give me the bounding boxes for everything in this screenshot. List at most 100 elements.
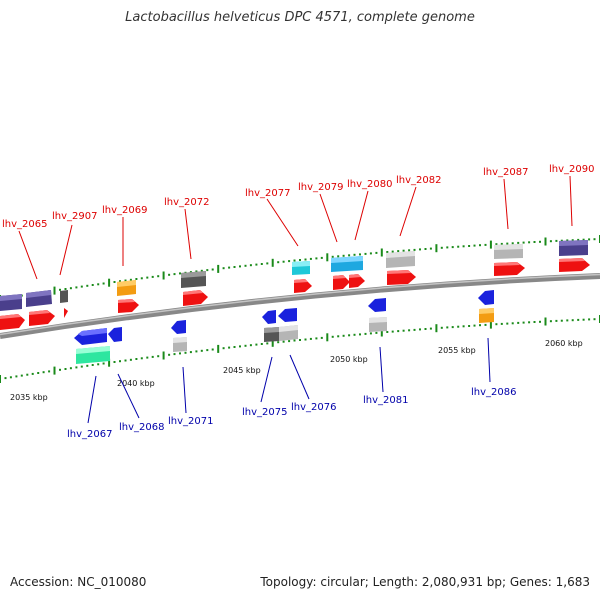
- lower-tick: [119, 360, 121, 363]
- upper-tick: [304, 258, 307, 261]
- gene-glyph[interactable]: [386, 251, 415, 268]
- gene-glyph[interactable]: [74, 328, 107, 345]
- upper-tick: [146, 276, 149, 279]
- lower-tick: [260, 343, 263, 345]
- upper-tick: [91, 284, 94, 286]
- gene-glyph[interactable]: [118, 299, 139, 313]
- gene-label-lhv_2065[interactable]: lhv_2065: [2, 219, 47, 230]
- upper-tick: [299, 259, 301, 261]
- lower-tick: [113, 361, 116, 363]
- gene-glyph[interactable]: [264, 327, 279, 342]
- lower-tick: [200, 349, 203, 352]
- gene-glyph[interactable]: [117, 280, 136, 296]
- gene-label-lhv_2068[interactable]: lhv_2068: [119, 422, 164, 433]
- gene-label-lhv_2077[interactable]: lhv_2077: [245, 188, 290, 199]
- upper-tick: [206, 269, 209, 272]
- lower-tick: [26, 373, 29, 376]
- lower-tick: [151, 355, 154, 358]
- scale-label-2035: 2035 kbp: [10, 393, 48, 402]
- lower-tick: [457, 325, 460, 328]
- lower-tick: [69, 367, 72, 370]
- lower-tick: [42, 371, 45, 374]
- gene-glyph[interactable]: [76, 346, 110, 364]
- lower-tick: [353, 333, 356, 336]
- upper-tick: [571, 239, 574, 242]
- lower-tick: [222, 347, 225, 350]
- gene-glyph[interactable]: [559, 258, 590, 272]
- upper-tick: [500, 242, 503, 245]
- gene-glyph[interactable]: [181, 271, 206, 288]
- upper-tick: [315, 257, 318, 260]
- gene-glyph[interactable]: [294, 279, 312, 293]
- gene-glyph[interactable]: [278, 308, 297, 322]
- gene-label-lhv_2907[interactable]: lhv_2907: [52, 211, 97, 222]
- gene-glyph[interactable]: [559, 240, 588, 256]
- gene-label-lhv_2072[interactable]: lhv_2072: [164, 197, 209, 208]
- gene-glyph[interactable]: [349, 274, 365, 288]
- leader-lhv_2072: [184, 208, 192, 260]
- gene-label-lhv_2067[interactable]: lhv_2067: [67, 429, 112, 440]
- gene-glyph[interactable]: [108, 327, 122, 342]
- lower-tick: [419, 328, 421, 331]
- leader-lhv_2090: [569, 175, 573, 227]
- gene-glyph[interactable]: [60, 290, 68, 303]
- gene-glyph[interactable]: [173, 337, 187, 352]
- gene-label-lhv_2082[interactable]: lhv_2082: [396, 175, 441, 186]
- leader-lhv_2079: [319, 193, 338, 243]
- upper-tick: [86, 284, 89, 287]
- gene-glyph[interactable]: [369, 317, 387, 332]
- upper-tick: [108, 278, 111, 287]
- gene-glyph[interactable]: [347, 256, 363, 271]
- lower-tick: [53, 366, 56, 375]
- lower-tick: [408, 329, 411, 332]
- gene-glyph[interactable]: [494, 262, 525, 276]
- gene-label-lhv_2076[interactable]: lhv_2076: [291, 402, 336, 413]
- gene-glyph[interactable]: [262, 310, 276, 324]
- gene-glyph[interactable]: [183, 290, 208, 306]
- upper-tick: [495, 243, 498, 246]
- lower-tick: [326, 333, 329, 342]
- gene-glyph[interactable]: [387, 270, 416, 285]
- scale-labels: 2035 kbp 2040 kbp 2045 kbp 2050 kbp 2055…: [10, 339, 583, 402]
- gene-glyph[interactable]: [333, 275, 350, 290]
- gene-glyph[interactable]: [494, 244, 523, 259]
- lower-tick: [249, 344, 252, 347]
- gene-glyph[interactable]: [171, 320, 186, 334]
- lower-tick: [206, 349, 209, 352]
- lower-tick: [239, 345, 241, 348]
- gene-glyph[interactable]: [331, 257, 347, 272]
- lower-tick: [544, 317, 547, 326]
- gene-glyph[interactable]: [0, 314, 25, 330]
- lower-tick: [386, 331, 389, 333]
- lower-tick: [517, 321, 520, 324]
- gene-label-lhv_2071[interactable]: lhv_2071: [168, 416, 213, 427]
- gene-label-lhv_2069[interactable]: lhv_2069: [102, 205, 147, 216]
- upper-tick: [380, 248, 383, 257]
- lower-tick: [435, 324, 438, 333]
- gene-label-lhv_2090[interactable]: lhv_2090: [549, 164, 594, 175]
- lower-tick: [364, 332, 367, 335]
- gene-glyph[interactable]: [64, 308, 68, 318]
- gene-glyph[interactable]: [368, 298, 386, 312]
- gene-glyph[interactable]: [478, 290, 494, 305]
- upper-tick: [429, 247, 432, 250]
- gene-label-lhv_2086[interactable]: lhv_2086: [471, 387, 516, 398]
- lower-tick: [533, 321, 536, 323]
- upper-tick: [266, 262, 269, 265]
- gene-glyph[interactable]: [29, 310, 55, 326]
- gene-glyph[interactable]: [279, 325, 298, 341]
- upper-tick: [555, 239, 558, 242]
- gene-label-lhv_2081[interactable]: lhv_2081: [363, 395, 408, 406]
- gene-glyph[interactable]: [0, 294, 22, 311]
- gene-label-lhv_2087[interactable]: lhv_2087: [483, 167, 528, 178]
- gene-label-lhv_2079[interactable]: lhv_2079: [298, 182, 343, 193]
- gene-glyph[interactable]: [26, 290, 52, 307]
- gene-label-lhv_2080[interactable]: lhv_2080: [347, 179, 392, 190]
- gene-glyph[interactable]: [292, 261, 310, 275]
- lower-tick: [277, 341, 280, 344]
- lower-tick: [588, 318, 591, 321]
- lower-tick: [413, 328, 416, 331]
- gene-glyph[interactable]: [479, 308, 494, 323]
- upper-tick: [200, 269, 203, 272]
- gene-label-lhv_2075[interactable]: lhv_2075: [242, 407, 287, 418]
